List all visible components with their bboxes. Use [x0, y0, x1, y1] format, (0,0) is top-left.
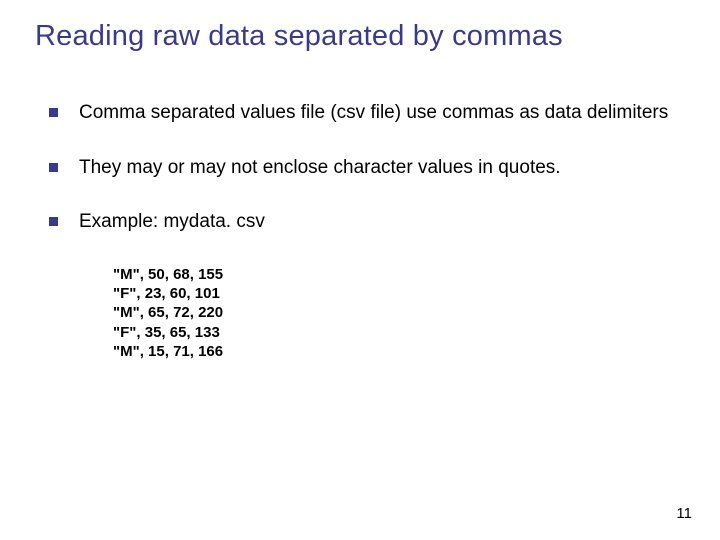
- code-line: "F", 23, 60, 101: [113, 284, 685, 303]
- bullet-text: They may or may not enclose character va…: [79, 157, 561, 178]
- code-block: "M", 50, 68, 155 "F", 23, 60, 101 "M", 6…: [113, 265, 685, 361]
- bullet-item: They may or may not enclose character va…: [49, 156, 685, 181]
- bullet-text: Example: mydata. csv: [79, 211, 265, 232]
- code-line: "M", 65, 72, 220: [113, 303, 685, 322]
- code-line: "M", 15, 71, 166: [113, 342, 685, 361]
- bullet-list: Comma separated values file (csv file) u…: [35, 101, 685, 235]
- bullet-text: Comma separated values file (csv file) u…: [79, 102, 668, 123]
- bullet-item: Example: mydata. csv: [49, 210, 685, 235]
- slide-title: Reading raw data separated by commas: [35, 20, 685, 53]
- code-line: "M", 50, 68, 155: [113, 265, 685, 284]
- code-line: "F", 35, 65, 133: [113, 323, 685, 342]
- page-number: 11: [676, 505, 692, 522]
- bullet-item: Comma separated values file (csv file) u…: [49, 101, 685, 126]
- slide: Reading raw data separated by commas Com…: [0, 0, 720, 540]
